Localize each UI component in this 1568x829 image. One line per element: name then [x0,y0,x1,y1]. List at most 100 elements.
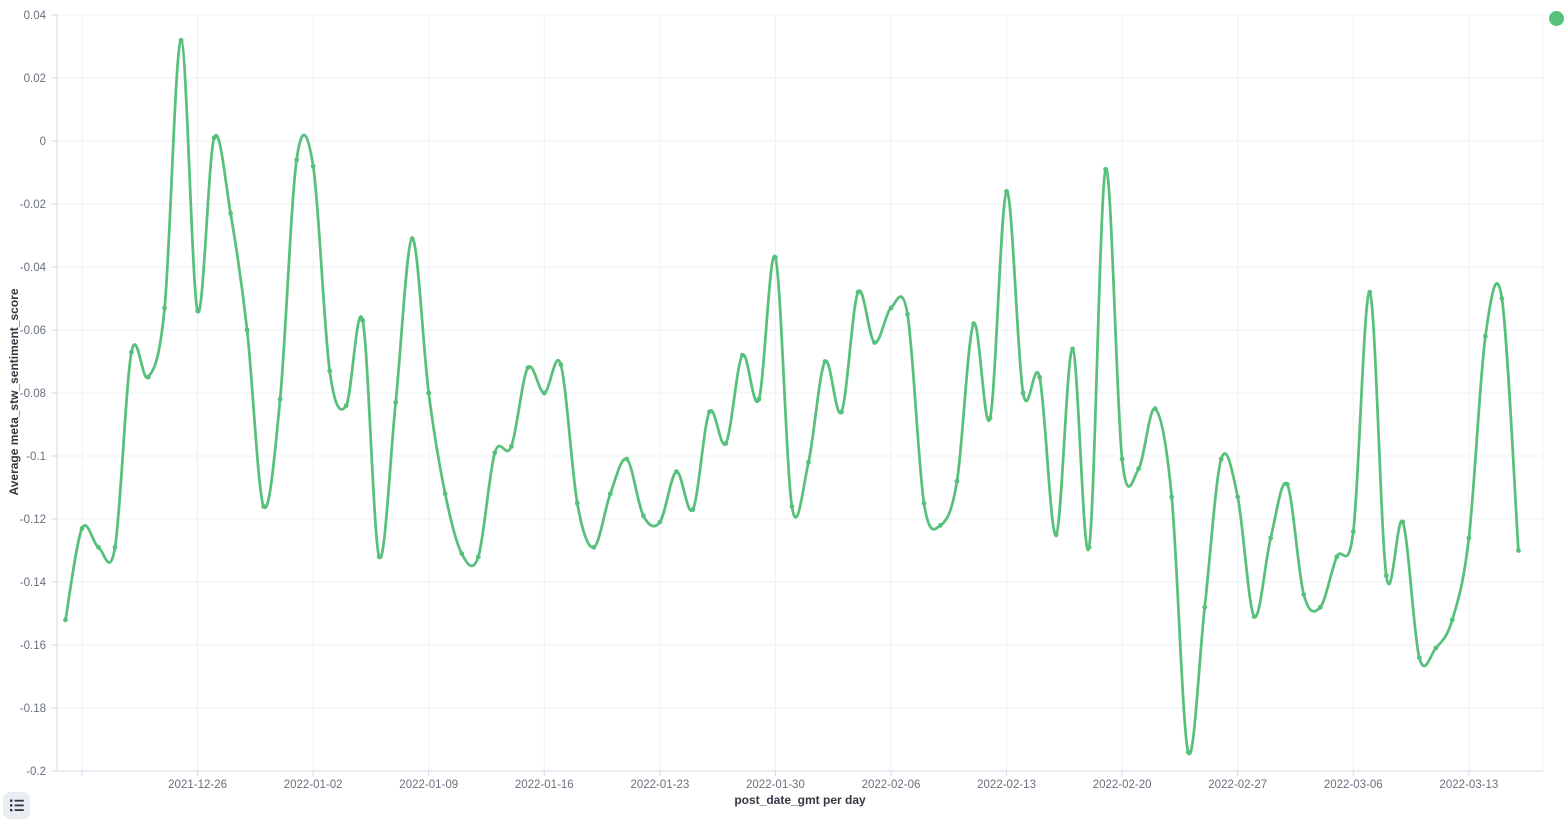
data-point-marker [872,340,877,345]
data-point-marker [1202,604,1208,610]
data-point-marker [1383,573,1389,579]
legend-toggle-button[interactable] [3,792,30,819]
data-point-marker [360,318,366,323]
data-point-marker [162,305,168,311]
data-point-marker [294,157,299,163]
data-point-marker [1251,614,1257,619]
y-tick-label: -0.14 [20,577,47,589]
y-tick-label: 0 [40,136,46,148]
data-point-marker [855,289,861,295]
y-tick-label: -0.02 [20,199,46,211]
data-point-marker [541,390,547,396]
data-point-marker [244,327,250,333]
x-tick-label: 2021-12-26 [168,779,227,791]
y-tick-label: -0.12 [20,514,46,526]
data-point-marker [310,163,316,169]
data-point-marker [1416,655,1422,660]
data-point-marker [1020,390,1026,396]
data-point-marker [987,415,993,421]
data-point-marker [921,500,927,506]
data-point-marker [228,211,234,216]
data-point-marker [1367,289,1373,295]
data-point-marker [674,469,679,475]
data-point-marker [1301,592,1307,597]
y-tick-label: 0.04 [24,10,47,22]
data-point-marker [641,513,646,519]
data-point-marker [1070,346,1075,352]
data-point-marker [343,403,349,408]
y-tick-label: -0.06 [20,325,46,337]
data-point-marker [954,478,960,484]
data-point-marker [393,400,399,405]
data-point-marker [1433,645,1439,651]
data-point-marker [773,255,778,260]
data-point-marker [1004,189,1009,194]
data-point-marker [707,409,712,415]
series-line [64,38,1520,756]
y-tick-label: -0.18 [20,703,46,715]
data-point-marker [1119,456,1125,462]
list-icon [9,799,24,812]
data-point-marker [508,444,514,449]
data-point-marker [376,554,382,560]
data-point-marker [740,352,745,358]
y-tick-label: -0.08 [20,388,46,400]
x-tick-label: 2022-03-13 [1439,779,1498,791]
x-tick-label: 2022-01-23 [630,779,689,791]
y-tick-label: -0.1 [26,451,46,463]
data-point-marker [938,522,943,528]
data-point-marker [261,504,266,509]
x-tick-label: 2022-01-16 [515,779,574,791]
y-tick-label: -0.2 [26,766,46,778]
data-point-marker [178,37,184,43]
data-point-marker [1317,604,1323,610]
data-point-marker [475,554,481,560]
data-point-marker [525,365,531,371]
y-tick-label: -0.04 [20,262,47,274]
y-tick-label: -0.16 [20,640,46,652]
data-point-marker [607,491,613,497]
data-point-marker [63,617,68,623]
data-point-marker [1103,166,1108,172]
data-point-marker [1152,406,1158,412]
data-point-marker [1268,535,1274,541]
data-point-marker [657,519,663,525]
x-tick-label: 2022-01-09 [399,779,458,791]
data-point-marker [327,368,333,374]
data-point-marker [442,491,448,497]
data-point-marker [1086,544,1092,550]
x-tick-label: 2022-02-06 [862,779,921,791]
data-point-marker [1136,466,1142,471]
data-point-marker [1449,617,1455,623]
data-point-marker [1483,333,1488,339]
data-point-marker [574,500,580,506]
data-point-marker [492,450,498,456]
data-point-marker [723,441,729,446]
data-point-marker [145,374,151,380]
data-point-marker [558,362,564,367]
data-point-marker [1400,519,1406,525]
data-point-marker [839,409,844,415]
data-point-marker [112,544,118,550]
data-point-marker [624,456,630,462]
x-tick-label: 2022-02-27 [1208,779,1267,791]
data-point-marker [756,396,762,402]
data-point-marker [1185,749,1191,755]
data-point-marker [789,504,795,509]
legend-series-color-dot [1549,11,1564,26]
y-tick-label: 0.02 [24,73,46,85]
data-point-marker [277,396,283,402]
data-point-marker [1466,535,1472,541]
data-point-marker [822,359,828,364]
data-point-marker [1334,554,1340,560]
x-tick-label: 2022-02-20 [1093,779,1152,791]
data-point-marker [211,135,217,141]
x-tick-label: 2022-02-13 [977,779,1036,791]
data-point-marker [1516,548,1521,553]
data-point-marker [195,308,201,314]
data-point-marker [426,390,432,396]
x-tick-label: 2022-03-06 [1324,779,1383,791]
data-point-marker [409,236,415,242]
